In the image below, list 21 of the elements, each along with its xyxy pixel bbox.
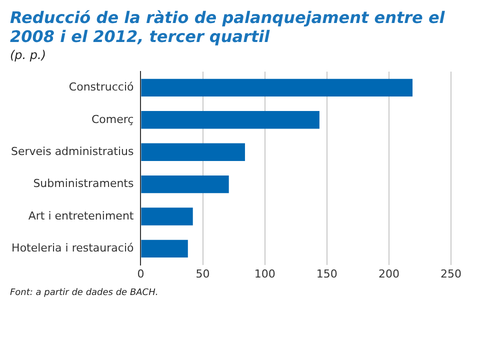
- y-tick-label: Comerç: [92, 112, 134, 126]
- chart-title: Reducció de la ràtio de palanquejament entre el 2008 i el 2012, tercer quartil: [10, 8, 446, 46]
- y-tick-label: Art i entreteniment: [28, 209, 134, 222]
- y-tick-label: Serveis administratius: [10, 144, 134, 158]
- x-tick-label: 250: [440, 267, 462, 280]
- bar: [141, 111, 320, 129]
- y-tick-label: Construcció: [68, 80, 134, 94]
- y-tick-label: Hoteleria i restauració: [12, 242, 134, 255]
- x-tick-label: 150: [316, 267, 338, 280]
- text: Font: a partir de dades de BACH.: [10, 288, 160, 298]
- text: (p. p.): [10, 48, 48, 62]
- x-tick-label: 0: [137, 267, 144, 280]
- x-tick-label: 50: [196, 267, 210, 280]
- bar: [141, 175, 229, 194]
- x-tick-label: 200: [378, 267, 400, 280]
- bar: [141, 143, 245, 161]
- x-tick-label: 100: [254, 267, 276, 280]
- y-tick-label: Subministraments: [33, 177, 134, 190]
- bar: [141, 78, 413, 97]
- bar: [141, 208, 193, 226]
- bar: [141, 240, 188, 258]
